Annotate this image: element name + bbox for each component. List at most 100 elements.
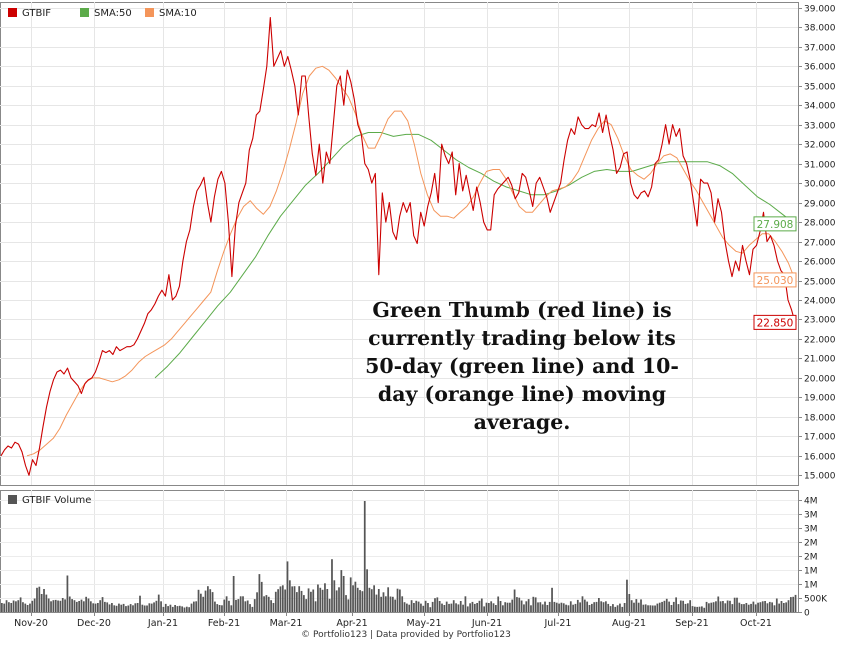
volume-bar	[235, 599, 237, 612]
volume-bar	[651, 605, 654, 612]
volume-bar	[754, 604, 757, 612]
price-axis-tick-label: 38.000	[804, 24, 836, 34]
volume-bar	[155, 600, 158, 612]
volume-bar	[54, 599, 57, 612]
volume-bar	[609, 606, 612, 612]
volume-bar	[373, 585, 375, 612]
volume-bar	[647, 605, 649, 612]
volume-bar	[195, 601, 198, 612]
volume-bar	[279, 586, 282, 612]
volume-bar	[740, 604, 743, 612]
volume-bar	[792, 596, 795, 612]
volume-bar	[239, 596, 242, 612]
volume-bar	[726, 600, 729, 612]
volume-bar	[429, 607, 432, 612]
volume-bar	[445, 601, 448, 612]
volume-bar	[422, 605, 425, 612]
volume-bar	[370, 589, 373, 612]
volume-bar	[338, 587, 340, 612]
volume-bar	[321, 589, 324, 612]
volume-bar	[494, 605, 497, 612]
volume-bar	[394, 599, 397, 612]
volume-bar	[499, 601, 502, 612]
volume-axis-tick-label: 500K	[804, 595, 828, 605]
volume-axis-tick-label: 2M	[804, 539, 818, 549]
volume-bar	[443, 605, 446, 612]
volume-bar	[607, 603, 610, 612]
volume-bar	[738, 602, 741, 612]
volume-bar	[424, 600, 427, 612]
volume-bar	[593, 602, 596, 612]
volume-bar	[71, 599, 73, 612]
volume-bar	[29, 603, 31, 612]
volume-bar	[125, 606, 127, 612]
volume-bar	[61, 598, 64, 612]
series-line-sma-10	[26, 65, 796, 457]
volume-bar	[59, 600, 62, 612]
volume-bar	[167, 606, 169, 612]
volume-bar	[679, 600, 682, 612]
volume-bar	[778, 603, 781, 612]
volume-bar	[305, 599, 308, 612]
volume-bar	[401, 596, 404, 612]
volume-bar	[211, 592, 214, 612]
volume-bar	[729, 600, 731, 612]
volume-bar	[441, 603, 443, 612]
volume-bar	[382, 592, 385, 612]
volume-bar	[661, 601, 663, 612]
volume-bar	[101, 597, 104, 612]
volume-bar	[455, 603, 457, 612]
volume-bar	[518, 597, 521, 612]
x-axis-tick-label: Apr-21	[336, 618, 367, 629]
volume-bar	[771, 602, 773, 612]
price-axis-tick-label: 20.000	[804, 375, 836, 385]
volume-bar	[541, 604, 544, 612]
volume-bar	[197, 589, 200, 612]
volume-bar	[532, 596, 535, 612]
volume-bar	[616, 605, 619, 612]
price-axis-tick-label: 17.000	[804, 433, 836, 443]
volume-bar	[223, 599, 226, 612]
volume-bar	[92, 603, 95, 612]
volume-bar	[96, 603, 99, 612]
price-axis-tick-label: 28.000	[804, 219, 836, 229]
series-line-gtbif	[0, 17, 796, 476]
volume-bar	[115, 605, 118, 612]
volume-bar	[8, 602, 10, 612]
legend-label-sma50: SMA:50	[94, 8, 132, 19]
volume-bar	[349, 577, 352, 612]
volume-bar	[356, 587, 359, 612]
legend-label-gtbif: GTBIF	[22, 8, 51, 19]
volume-bar	[708, 603, 710, 612]
volume-bar	[462, 604, 464, 612]
volume-bar	[89, 601, 92, 612]
volume-bar	[209, 589, 212, 612]
volume-bar	[670, 605, 673, 612]
volume-bar	[464, 596, 467, 612]
volume-bar	[242, 596, 244, 612]
volume-bar	[335, 590, 338, 612]
volume-bar	[148, 603, 151, 612]
volume-bar	[668, 601, 670, 612]
volume-bar	[576, 599, 579, 612]
volume-bar	[246, 600, 249, 612]
volume-bar	[623, 603, 626, 612]
volume-bar	[314, 601, 317, 612]
volume-bar	[230, 605, 233, 612]
volume-bar	[200, 593, 202, 612]
volume-bar	[520, 600, 523, 612]
volume-bar	[504, 602, 507, 612]
x-axis-tick-label: May-21	[407, 618, 442, 629]
volume-bar	[104, 601, 106, 612]
volume-bar	[384, 596, 387, 612]
volume-bar	[506, 602, 509, 612]
volume-bar	[612, 604, 614, 612]
price-axis-tick-label: 23.000	[804, 316, 836, 326]
x-axis-tick-label: Nov-20	[14, 618, 48, 629]
volume-bar	[686, 603, 689, 612]
volume-bar	[775, 598, 778, 612]
volume-bar	[663, 600, 666, 612]
x-axis-tick-label: Sep-21	[675, 618, 708, 629]
volume-bar	[759, 602, 762, 612]
volume-bar	[626, 579, 628, 612]
